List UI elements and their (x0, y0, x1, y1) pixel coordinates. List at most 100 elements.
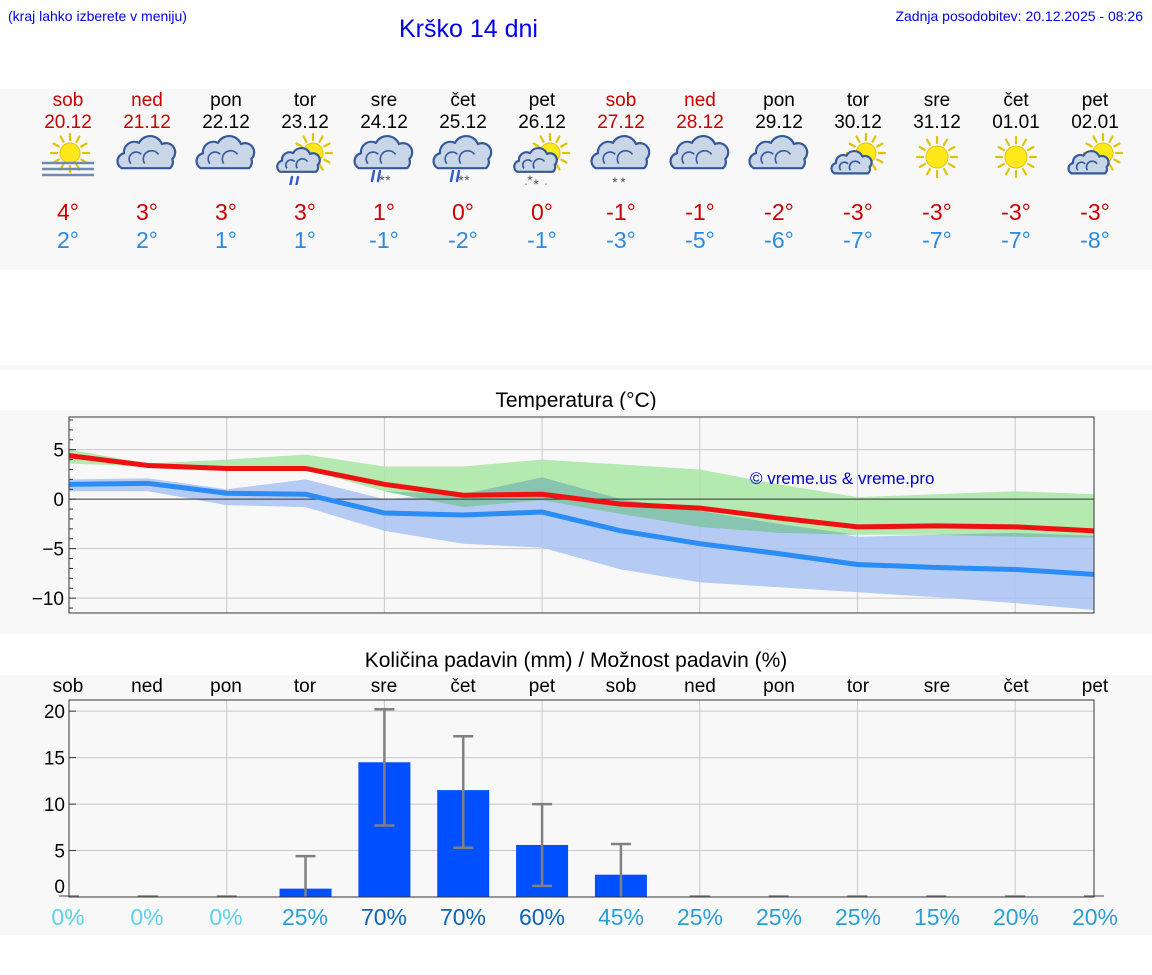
plot-frame (68, 699, 1095, 898)
temp-max: -3° (1001, 199, 1031, 225)
y-tick-label: 5 (53, 441, 64, 462)
precip-probability: 0% (209, 904, 243, 930)
temp-max: -2° (764, 199, 794, 225)
day-name: ned (131, 90, 163, 111)
snowflake: * (620, 174, 626, 185)
temp-max: -1° (685, 199, 715, 225)
cloud-shape (748, 134, 809, 170)
rain-drop (449, 169, 455, 183)
cloud-shape (276, 146, 321, 173)
day-date: 22.12 (202, 112, 250, 133)
y-tick-label: −10 (32, 589, 64, 610)
day-name: čet (450, 90, 476, 111)
precip-day-label: tor (846, 676, 870, 697)
cloud-snow-icon: * * (590, 134, 651, 185)
temp-min: -7° (922, 227, 952, 253)
day-date: 28.12 (676, 112, 724, 133)
temp-min: -3° (606, 227, 636, 253)
sun-shape (49, 133, 91, 174)
precip-probability: 45% (597, 904, 645, 930)
day-name: ned (684, 90, 716, 111)
temp-max: 3° (294, 199, 316, 225)
sun-cloud-icon (830, 133, 887, 175)
precip-probability: 0% (51, 904, 85, 930)
cloudy-icon (748, 134, 809, 170)
rain-drop (455, 169, 461, 183)
cloud-shape (830, 149, 873, 175)
temp-min: -7° (1001, 227, 1031, 253)
precip-day-label: sre (370, 676, 398, 697)
precip-probability: 15% (913, 904, 961, 930)
day-date: 20.12 (44, 112, 92, 133)
day-name: pon (210, 90, 242, 111)
y-tick-label: −5 (42, 540, 64, 561)
temperature-chart: 5 0 −5 −10 © vreme.us & vreme.pro (32, 416, 1095, 614)
temp-max: -3° (843, 199, 873, 225)
precip-probability: 25% (676, 904, 724, 930)
temp-min: -8° (1080, 227, 1110, 253)
cloud-shape (195, 134, 256, 170)
cloud-sleet-icon: * * (432, 134, 493, 185)
cloudy-icon (669, 134, 730, 170)
temp-min: 2° (57, 227, 79, 253)
max-temperature-line (68, 453, 1095, 534)
temp-min: -6° (764, 227, 794, 253)
day-name: pet (528, 90, 556, 111)
rain-drop (289, 175, 294, 185)
temp-min: -1° (369, 227, 399, 253)
temp-max: 4° (57, 199, 79, 225)
cloudy-icon (116, 134, 177, 170)
sun-cloud-icon (1067, 133, 1124, 175)
day-name: sob (605, 90, 637, 111)
precip-probability: 20% (1071, 904, 1119, 930)
cloud-sleet-icon: * * (353, 134, 414, 185)
snowflake: * (385, 172, 391, 185)
precip-day-label: sob (52, 676, 84, 697)
precip-day-label: pet (1081, 676, 1109, 697)
y-tick-label: 20 (44, 702, 65, 723)
temp-min: -1° (527, 227, 557, 253)
y-tick-label: 15 (44, 749, 65, 770)
snowflake: * (458, 172, 464, 185)
daily-forecast-panel (0, 89, 1152, 270)
day-date: 21.12 (123, 112, 171, 133)
y-tick-label: 10 (44, 795, 65, 816)
day-date: 27.12 (597, 112, 645, 133)
day-name: pon (763, 90, 795, 111)
cloud-shape (1067, 149, 1110, 175)
day-name: tor (846, 90, 870, 111)
temp-min: -7° (843, 227, 873, 253)
snowflake: * (612, 174, 618, 185)
plot-frame (68, 416, 1095, 614)
cloud-shape (590, 134, 651, 170)
precip-day-label: ned (684, 676, 716, 697)
precip-probability: 20% (992, 904, 1040, 930)
day-name: čet (1003, 90, 1029, 111)
temp-max: 1° (373, 199, 395, 225)
precip-day-label: sre (923, 676, 951, 697)
chart-watermark: © vreme.us & vreme.pro (750, 469, 934, 488)
snowflake: * (523, 180, 529, 185)
day-date: 25.12 (439, 112, 487, 133)
precip-day-label: tor (293, 676, 317, 697)
temp-max: 3° (136, 199, 158, 225)
min-temperature-line (68, 480, 1095, 577)
snowflake: * (527, 172, 533, 185)
precip-day-label: ned (131, 676, 163, 697)
day-date: 29.12 (755, 112, 803, 133)
sun-cloud-rain-icon (276, 133, 334, 185)
rain-drop (376, 169, 382, 183)
snowflake: * (533, 176, 539, 185)
day-date: 24.12 (360, 112, 408, 133)
y-tick-label: 0 (54, 877, 65, 898)
precip-day-label: čet (450, 676, 476, 697)
day-date: 30.12 (834, 112, 882, 133)
precip-probability: 0% (130, 904, 164, 930)
page-title: Krško 14 dni (399, 15, 538, 43)
day-date: 01.01 (992, 112, 1040, 133)
temp-max: -3° (1080, 199, 1110, 225)
sun-shape (915, 135, 959, 179)
sun-shape (994, 135, 1038, 179)
precip-probability: 60% (518, 904, 566, 930)
temp-max: -3° (922, 199, 952, 225)
